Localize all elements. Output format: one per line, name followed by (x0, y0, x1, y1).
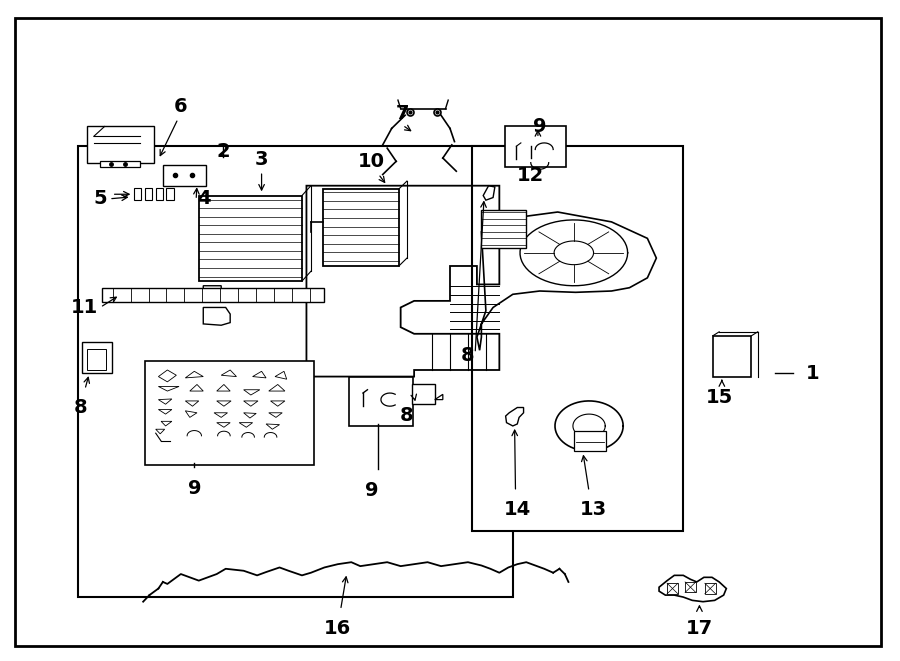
Text: 9: 9 (187, 479, 201, 498)
Text: 11: 11 (71, 298, 98, 317)
Bar (322, 189, 399, 266)
Text: 12: 12 (518, 166, 544, 185)
Bar (166, 188, 174, 200)
Text: 14: 14 (504, 500, 531, 520)
Bar (713, 336, 752, 377)
Bar (705, 583, 716, 594)
Bar (685, 582, 696, 592)
Bar (86, 126, 154, 163)
Bar (156, 188, 163, 200)
Text: 13: 13 (580, 500, 608, 520)
Bar (82, 342, 112, 373)
Text: 9: 9 (533, 117, 546, 136)
Text: 17: 17 (686, 619, 713, 638)
Text: 5: 5 (94, 189, 107, 208)
Text: 15: 15 (706, 389, 733, 407)
Text: 1: 1 (806, 364, 820, 383)
Bar (472, 146, 683, 531)
Bar (100, 161, 140, 167)
Bar (505, 126, 566, 167)
Text: 7: 7 (396, 104, 410, 123)
Bar (86, 349, 106, 370)
Bar (77, 146, 513, 597)
Text: 2: 2 (216, 142, 230, 161)
Text: 8: 8 (400, 407, 414, 425)
Bar (145, 362, 313, 465)
Bar (667, 583, 678, 594)
Bar (134, 188, 141, 200)
Text: 10: 10 (357, 152, 384, 171)
Bar (574, 431, 606, 451)
Bar (163, 165, 206, 186)
Text: 3: 3 (255, 150, 268, 169)
Bar (102, 288, 324, 302)
Text: 8: 8 (461, 346, 474, 365)
Text: 6: 6 (174, 97, 187, 116)
Bar (348, 377, 413, 426)
Text: 4: 4 (197, 189, 211, 208)
Bar (199, 196, 302, 281)
Text: 16: 16 (324, 619, 352, 638)
Bar (145, 188, 152, 200)
Text: 8: 8 (74, 398, 87, 416)
Bar (482, 210, 526, 249)
Text: 9: 9 (365, 481, 379, 500)
Bar (412, 385, 435, 405)
